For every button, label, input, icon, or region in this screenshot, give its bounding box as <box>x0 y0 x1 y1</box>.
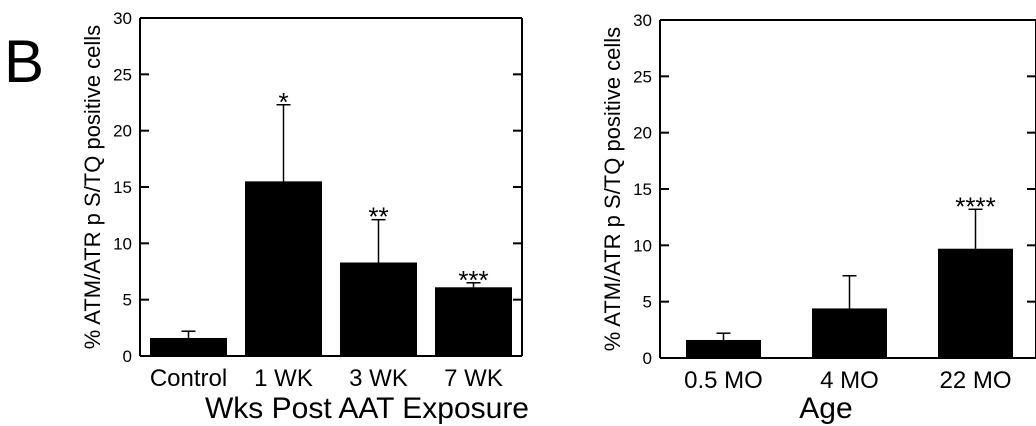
bar <box>938 248 1013 358</box>
y-axis-label: % ATM/ATR p S/TQ positive cells <box>80 25 105 349</box>
bar <box>150 337 227 356</box>
significance-marker: ** <box>368 202 388 232</box>
y-tick-label: 25 <box>113 65 132 84</box>
x-tick-label: 1 WK <box>254 365 313 392</box>
bar <box>245 181 322 356</box>
x-axis-label: Age <box>799 392 852 425</box>
y-axis-label: % ATM/ATR p S/TQ positive cells <box>600 27 625 351</box>
y-tick-label: 5 <box>123 291 132 310</box>
x-tick-label: 0.5 MO <box>684 367 763 394</box>
x-axis-label: Wks Post AAT Exposure <box>205 392 529 425</box>
y-tick-label: 10 <box>113 234 132 253</box>
y-tick-label: 25 <box>633 67 652 86</box>
y-tick-label: 0 <box>643 349 652 368</box>
x-tick-label: 7 WK <box>444 365 503 392</box>
significance-marker: **** <box>955 191 995 221</box>
y-tick-label: 30 <box>633 11 652 30</box>
x-tick-label: 4 MO <box>820 367 879 394</box>
y-tick-label: 10 <box>633 236 652 255</box>
y-tick-label: 30 <box>113 9 132 28</box>
bar <box>435 287 512 356</box>
y-tick-label: 20 <box>633 124 652 143</box>
bar <box>686 339 761 358</box>
y-tick-label: 15 <box>113 178 132 197</box>
y-tick-label: 5 <box>643 293 652 312</box>
x-tick-label: Control <box>150 365 227 392</box>
y-tick-label: 20 <box>113 122 132 141</box>
y-tick-label: 15 <box>633 180 652 199</box>
chart-wks-post-exposure: 0 5 10 15 20 25 30 % ATM/ATR p S/TQ positive ce… <box>80 9 529 425</box>
bar <box>812 308 887 358</box>
x-tick-label: 22 MO <box>939 367 1011 394</box>
chart-age: 0 5 10 15 20 25 30 % ATM/ATR p S/TQ positive ce… <box>600 11 1036 425</box>
significance-marker: *** <box>458 265 488 295</box>
x-tick-label: 3 WK <box>349 365 408 392</box>
significance-marker: * <box>278 87 288 117</box>
panel-label: B <box>4 28 44 95</box>
y-tick-label: 0 <box>123 347 132 366</box>
bar <box>340 262 417 356</box>
